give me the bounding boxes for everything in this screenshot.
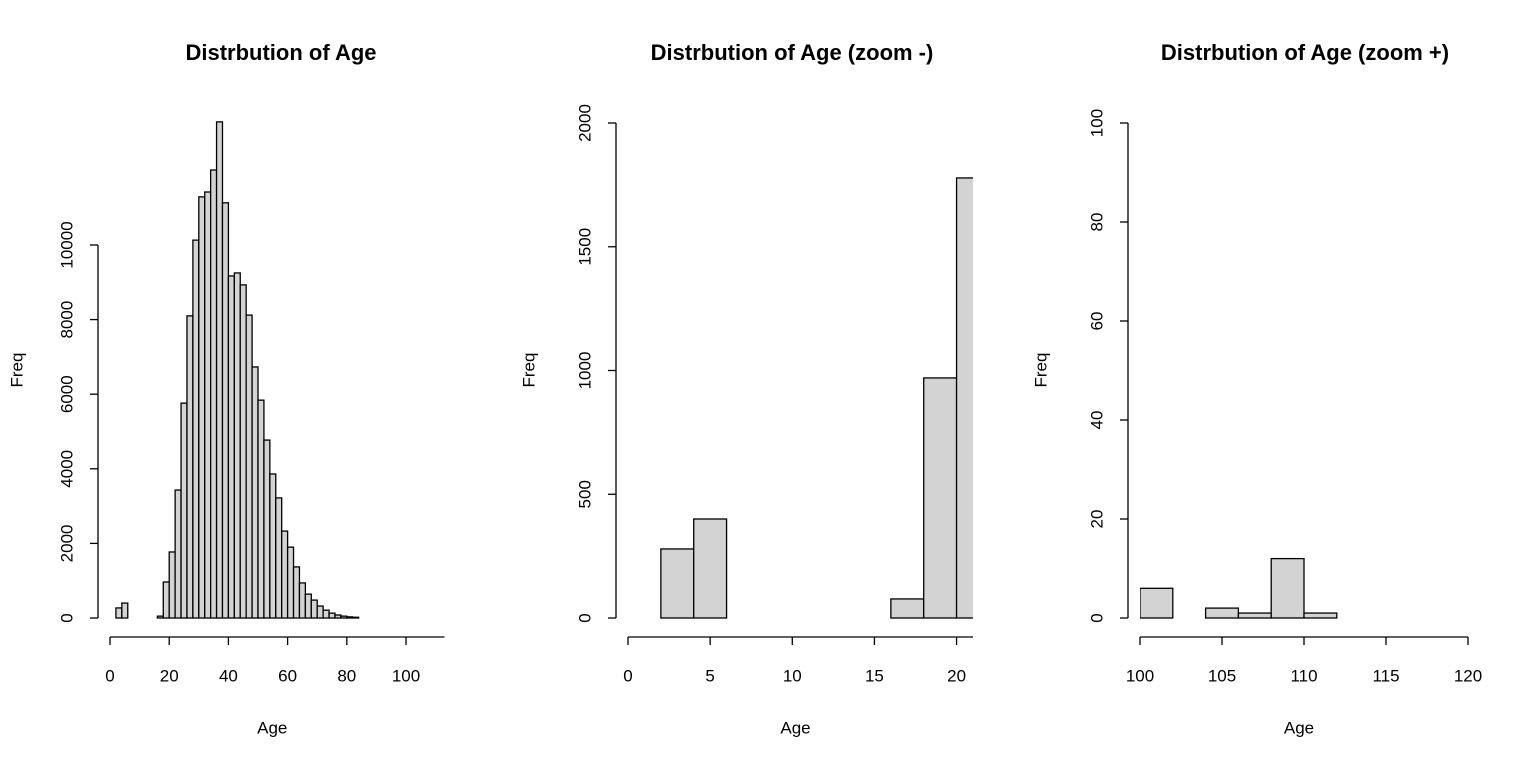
y-tick-label: 8000 xyxy=(57,301,76,339)
x-tick-label: 5 xyxy=(705,666,714,685)
y-tick-label: 0 xyxy=(1087,613,1106,622)
bar xyxy=(186,315,194,619)
bar xyxy=(162,581,170,619)
bar xyxy=(192,239,200,619)
bar xyxy=(1303,612,1338,619)
bar xyxy=(227,275,235,619)
x-tick-label: 40 xyxy=(219,666,238,685)
chart-title: Distrbution of Age (zoom -) xyxy=(651,40,934,65)
bar xyxy=(221,202,230,619)
bar xyxy=(239,284,247,619)
bar xyxy=(346,616,354,619)
y-tick-label: 0 xyxy=(57,613,76,622)
bar xyxy=(174,489,182,619)
chart-title: Distrbution of Age xyxy=(185,40,376,65)
bar xyxy=(115,607,123,619)
x-axis-label: Age xyxy=(1284,718,1314,737)
bar xyxy=(275,497,283,619)
y-tick-label: 0 xyxy=(575,613,594,622)
bar xyxy=(281,530,289,619)
x-tick-label: 0 xyxy=(623,666,632,685)
bar xyxy=(156,615,164,619)
bar xyxy=(304,593,312,619)
x-tick-label: 105 xyxy=(1208,666,1236,685)
bar xyxy=(334,614,342,619)
y-tick-label: 1500 xyxy=(575,228,594,266)
bar xyxy=(328,612,336,619)
bars xyxy=(1140,557,1338,619)
y-axis-label: Freq xyxy=(7,353,26,388)
x-tick-label: 0 xyxy=(105,666,114,685)
bar xyxy=(316,605,324,619)
y-tick-label: 10000 xyxy=(57,221,76,268)
y-tick-label: 4000 xyxy=(57,450,76,488)
chart: Distrbution of Age Age Freq 0 20 40 60 80 100 0 20… xyxy=(7,40,445,737)
chart: Distrbution of Age (zoom +) Age Freq 100 105… xyxy=(1031,40,1482,738)
bar xyxy=(292,566,301,619)
x-tick-label: 115 xyxy=(1372,666,1399,685)
bar xyxy=(1140,587,1174,619)
x-tick-label: 15 xyxy=(865,666,884,685)
y-tick-label: 80 xyxy=(1087,213,1106,232)
y-tick-label: 2000 xyxy=(575,104,594,142)
bar xyxy=(1270,557,1305,619)
chart: Distrbution of Age (zoom -) Age Freq 0 5 10 15… xyxy=(519,40,973,737)
chart-title: Distrbution of Age (zoom +) xyxy=(1161,40,1449,65)
x-axis-label: Age xyxy=(780,718,810,737)
bar xyxy=(340,615,348,619)
x-tick-label: 80 xyxy=(337,666,356,685)
bars xyxy=(115,121,360,619)
bar xyxy=(168,551,176,619)
bar xyxy=(660,548,695,619)
bar xyxy=(286,546,295,619)
bar xyxy=(121,602,129,619)
bar xyxy=(890,598,925,619)
y-tick-label: 40 xyxy=(1087,411,1106,430)
bar xyxy=(263,439,271,619)
bar xyxy=(955,177,973,619)
y-tick-label: 1000 xyxy=(575,352,594,390)
bar xyxy=(180,402,188,619)
y-tick-label: 20 xyxy=(1087,510,1106,529)
y-tick-label: 500 xyxy=(575,480,594,508)
bar xyxy=(245,314,253,619)
x-tick-label: 60 xyxy=(278,666,297,685)
y-tick-label: 6000 xyxy=(57,375,76,413)
bar xyxy=(923,377,958,619)
x-tick-label: 110 xyxy=(1290,666,1317,685)
bar xyxy=(298,582,307,619)
bar xyxy=(209,169,218,619)
bar xyxy=(215,121,224,619)
y-tick-label: 100 xyxy=(1087,109,1106,137)
bar xyxy=(233,272,241,619)
bar xyxy=(257,399,265,619)
x-tick-label: 20 xyxy=(160,666,179,685)
bar xyxy=(204,191,212,619)
bar xyxy=(352,616,360,619)
bar xyxy=(198,196,206,619)
bar xyxy=(269,473,277,619)
bar xyxy=(1237,612,1272,619)
bar xyxy=(251,366,259,619)
x-tick-label: 100 xyxy=(392,666,420,685)
x-tick-label: 120 xyxy=(1454,666,1482,685)
x-tick-label: 10 xyxy=(783,666,802,685)
bar xyxy=(693,518,728,619)
y-axis-label: Freq xyxy=(519,353,538,388)
y-tick-label: 2000 xyxy=(57,524,76,562)
y-axis-label: Freq xyxy=(1031,353,1050,388)
x-tick-label: 20 xyxy=(947,666,966,685)
bars xyxy=(660,177,973,619)
bar xyxy=(322,609,330,619)
y-tick-label: 60 xyxy=(1087,312,1106,331)
x-axis-label: Age xyxy=(257,718,287,737)
bar xyxy=(310,599,318,619)
bar xyxy=(1204,607,1240,619)
x-tick-label: 100 xyxy=(1126,666,1154,685)
